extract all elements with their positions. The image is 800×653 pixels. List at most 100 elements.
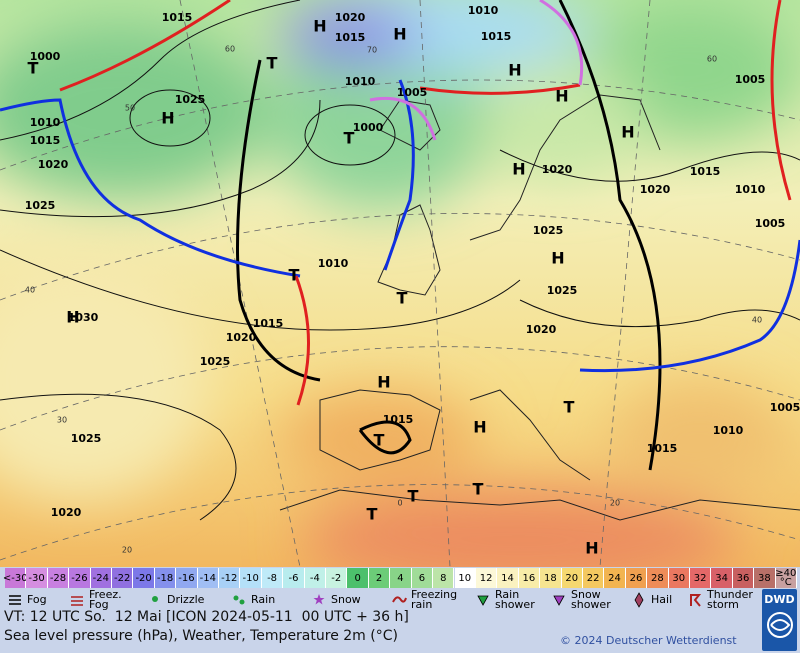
isotherm-label: 60 (225, 45, 235, 54)
pressure-label: 1025 (71, 432, 102, 445)
scale-cell: -16 (176, 568, 198, 588)
pressure-label: 1000 (30, 50, 61, 63)
weather-legend-item: Freez. Fog (70, 589, 137, 611)
scale-cell: -24 (90, 568, 112, 588)
isotherm-label: 20 (122, 546, 132, 555)
pressure-label: 1015 (30, 134, 61, 147)
pressure-label: 1030 (68, 311, 99, 324)
high-center: H (512, 160, 525, 179)
scale-cell: 16 (518, 568, 541, 588)
low-center: T (267, 54, 278, 73)
weather-icon (477, 595, 489, 606)
isotherm-label: 20 (610, 499, 620, 508)
pressure-label: 1020 (38, 158, 69, 171)
pressure-label: 1015 (647, 442, 678, 455)
scale-cell: 34 (711, 568, 733, 588)
scale-cell: -18 (154, 568, 177, 588)
pressure-label: 1020 (542, 163, 573, 176)
isotherm-label: 50 (125, 104, 135, 113)
high-center: H (313, 17, 326, 36)
scale-cell: -10 (240, 568, 262, 588)
scale-cell: 8 (433, 568, 455, 588)
scale-cell: <-30 (3, 568, 28, 588)
low-center: T (374, 431, 385, 450)
pressure-label: 1025 (547, 284, 578, 297)
high-center: H (585, 539, 598, 558)
warm-front (59, 0, 231, 92)
scale-cell: 32 (689, 568, 712, 588)
scale-cell: 14 (497, 568, 519, 588)
scale-cell: 18 (540, 568, 562, 588)
isotherm-label: 0 (397, 499, 402, 508)
weather-icon (392, 596, 407, 603)
pressure-label: 1010 (345, 75, 376, 88)
weather-legend-item: Snow (312, 589, 379, 611)
pressure-label: 1025 (25, 199, 56, 212)
pressure-label: 1000 (353, 121, 384, 134)
pressure-label: 1010 (713, 424, 744, 437)
pressure-label: 1010 (468, 4, 499, 17)
scale-cell: 0 (347, 568, 369, 588)
pressure-label: 1020 (51, 506, 82, 519)
weather-map: 1015 102010151010101510001025101010051000… (0, 0, 800, 567)
low-center: T (473, 480, 484, 499)
high-center: H (377, 373, 390, 392)
coastlines (279, 94, 800, 521)
isotherm-label: 70 (367, 46, 377, 55)
pressure-label: 1015 (253, 317, 284, 330)
isobars (0, 0, 800, 521)
scale-cell: 10 (454, 568, 476, 588)
high-center: H (66, 308, 79, 327)
low-center: T (289, 266, 300, 285)
scale-cell: 12 (475, 568, 498, 588)
weather-legend-item: Rain (232, 589, 299, 611)
weather-label: Thunder storm (707, 588, 753, 611)
scale-cell: ≥40 °C (775, 568, 797, 588)
pressure-label: 1020 (640, 183, 671, 196)
scale-cell: 4 (390, 568, 412, 588)
scale-cell: 24 (604, 568, 626, 588)
logo-icon (766, 612, 793, 638)
pressure-label: 1010 (735, 183, 766, 196)
warm-front (294, 275, 310, 406)
weather-legend-item: Drizzle (148, 589, 215, 611)
weather-legend-item: Freezing rain (392, 589, 459, 611)
weather-label: Snow (331, 593, 361, 606)
scale-cell: -20 (133, 568, 155, 588)
weather-icon (152, 596, 158, 602)
weather-legend-item: Rain shower (476, 589, 543, 611)
high-center: H (161, 109, 174, 128)
scale-cell: 30 (668, 568, 690, 588)
scale-cell: 6 (411, 568, 434, 588)
troughs (236, 0, 662, 471)
scale-cell: -30 (26, 568, 48, 588)
pressure-label: 1025 (200, 355, 231, 368)
dwd-logo: DWD (762, 589, 797, 651)
pressure-label: 1020 (526, 323, 557, 336)
pressure-label: 1020 (335, 11, 366, 24)
pressure-label: 1005 (735, 73, 766, 86)
weather-legend-item: Thunder storm (688, 589, 755, 611)
weather-icon (634, 592, 644, 608)
scale-cell: 26 (625, 568, 648, 588)
high-center: H (508, 61, 521, 80)
scale-cell: -4 (304, 568, 327, 588)
scale-cell: 28 (647, 568, 669, 588)
warm-front (419, 83, 581, 95)
low-center: T (344, 129, 355, 148)
pressure-label: 1020 (226, 331, 257, 344)
pressure-label: 1015 (335, 31, 366, 44)
low-center: T (564, 398, 575, 417)
high-center: H (393, 25, 406, 44)
scale-cell: -8 (261, 568, 284, 588)
pressure-label: 1015 (690, 165, 721, 178)
valid-time: VT: 12 UTC So. 12 Mai [ICON 2024-05-11 0… (4, 609, 409, 625)
pressure-label: 1010 (318, 257, 349, 270)
pressure-label: 1005 (770, 401, 800, 414)
scale-cell: -12 (219, 568, 241, 588)
pressure-label: 1025 (175, 93, 206, 106)
occluded-front (539, 0, 584, 86)
low-center: T (408, 487, 419, 506)
scale-cell: 36 (732, 568, 755, 588)
